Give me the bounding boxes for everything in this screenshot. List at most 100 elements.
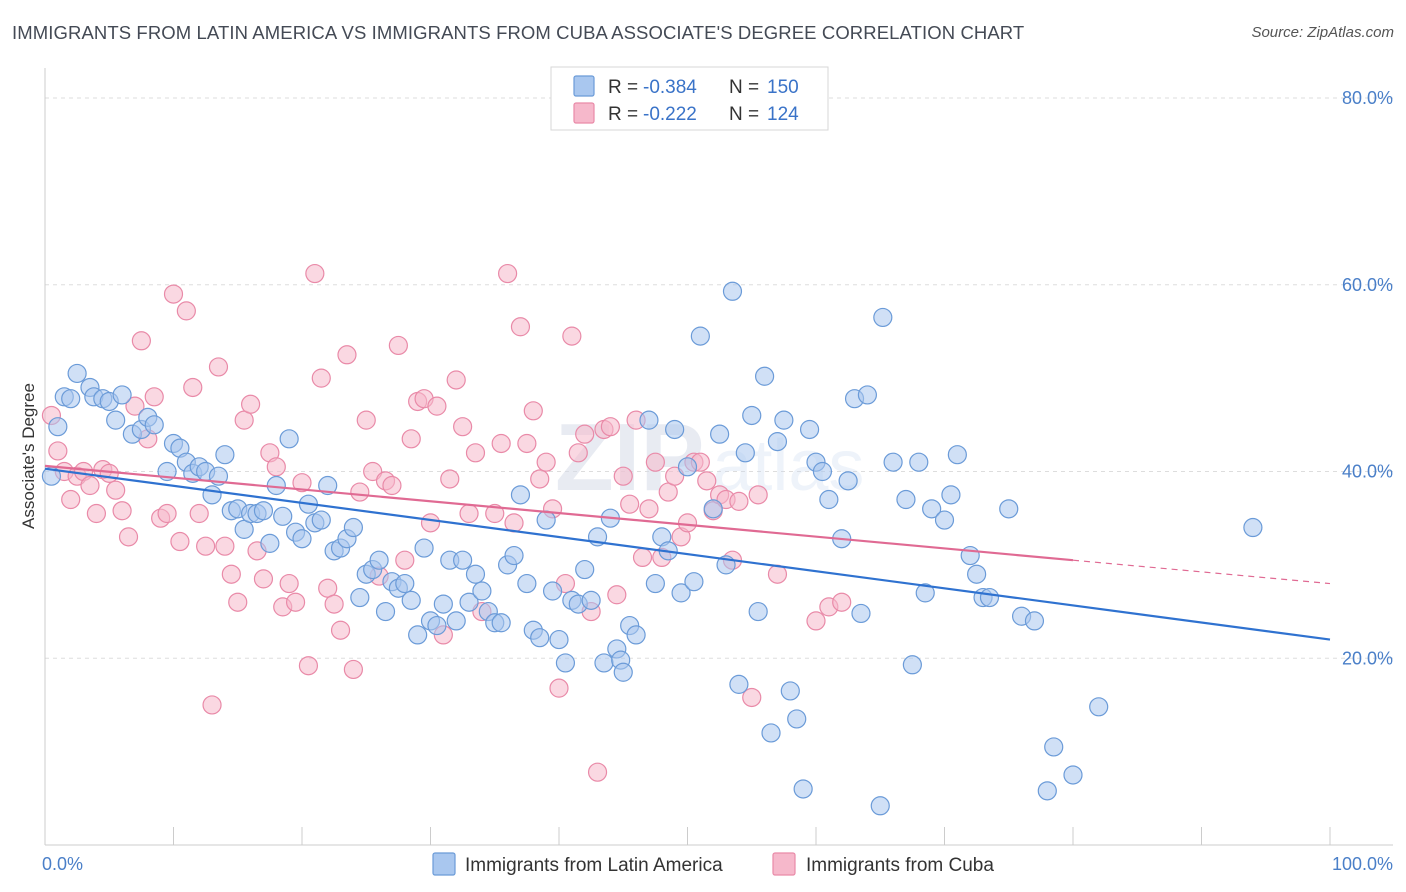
latin-america-point-98	[690, 326, 710, 346]
latin-america-point-126	[896, 489, 916, 510]
cuba-point-50	[363, 461, 383, 482]
latin-america-point-122	[857, 385, 878, 405]
cuba-point-3	[61, 489, 81, 510]
latin-america-point-110	[774, 410, 794, 430]
latin-america-point-91	[645, 573, 665, 594]
cuba-point-70	[498, 263, 518, 284]
legend-n-label-1: N =	[729, 77, 759, 98]
latin-america-point-97	[684, 572, 704, 592]
latin-america-point-9	[106, 410, 126, 430]
latin-america-point-53	[401, 590, 421, 610]
latin-america-point-105	[742, 405, 762, 426]
latin-america-point-73	[530, 628, 550, 648]
cuba-point-26	[208, 357, 229, 377]
latin-america-point-10	[112, 385, 132, 405]
latin-america-point-48	[369, 550, 389, 570]
legend-frame	[550, 66, 829, 131]
bottom-legend-swatch-cuba	[772, 852, 796, 876]
cuba-point-82	[575, 424, 595, 444]
cuba-point-76	[536, 452, 556, 472]
latin-america-point-128	[909, 452, 929, 472]
y-tick-labels: 20.0% 40.0% 60.0% 80.0%	[1342, 88, 1393, 668]
cuba-point-16	[144, 387, 164, 407]
cuba-point-73	[517, 433, 537, 454]
cuba-point-44	[324, 594, 344, 614]
latin-america-point-60	[446, 611, 466, 631]
latin-america-point-89	[626, 625, 646, 645]
cuba-point-11	[112, 501, 132, 521]
cuba-point-42	[311, 368, 331, 388]
cuba-point-107	[742, 687, 762, 708]
cuba-point-1	[48, 441, 68, 461]
cuba-point-54	[388, 335, 408, 356]
latin-america-point-22	[202, 485, 222, 505]
cuba-point-68	[485, 503, 505, 524]
axes	[44, 68, 1393, 846]
latin-america-point-31	[260, 533, 280, 553]
y-axis-label: Associate's Degree	[19, 383, 38, 529]
latin-america-point-96	[677, 457, 698, 477]
latin-america-point-117	[819, 489, 839, 510]
latin-america-point-140	[1024, 611, 1045, 631]
cuba-point-89	[620, 494, 640, 514]
cuba-point-39	[292, 473, 312, 493]
cuba-point-41	[305, 263, 325, 284]
cuba-point-110	[806, 611, 826, 631]
latin-america-point-81	[581, 590, 601, 610]
cuba-point-38	[285, 592, 306, 612]
cuba-point-112	[832, 592, 852, 612]
cuba-point-33	[253, 569, 274, 589]
y-tick-label-20: 20.0%	[1342, 648, 1393, 668]
latin-america-point-49	[375, 601, 396, 622]
latin-america-point-34	[279, 429, 299, 449]
latin-america-point-121	[851, 603, 871, 624]
trend-line-cuba-extension	[1072, 559, 1331, 585]
cuba-point-12	[118, 527, 139, 547]
latin-america-point-4	[67, 363, 87, 384]
cuba-point-21	[176, 301, 196, 321]
latin-america-point-141	[1037, 781, 1057, 801]
latin-america-point-14	[144, 415, 164, 435]
cuba-point-96	[665, 466, 685, 486]
series-latin-america-points	[41, 281, 1263, 816]
latin-america-point-125	[883, 452, 903, 472]
latin-america-point-135	[967, 564, 987, 584]
trend-line-cuba	[44, 464, 1074, 562]
latin-america-point-36	[292, 529, 312, 549]
cuba-point-46	[337, 345, 357, 365]
latin-america-point-131	[934, 510, 955, 530]
cuba-point-47	[343, 659, 363, 680]
latin-america-point-116	[812, 461, 833, 482]
cuba-point-87	[607, 585, 627, 605]
bottom-legend-latin-america: Immigrants from Latin America	[465, 855, 723, 876]
cuba-point-80	[562, 326, 582, 346]
latin-america-point-102	[722, 281, 743, 301]
cuba-point-24	[196, 536, 216, 556]
latin-america-point-111	[780, 681, 800, 701]
legend-box: R = -0.384 N = 150 R = -0.222 N = 124	[550, 66, 829, 131]
cuba-point-65	[459, 503, 479, 524]
latin-america-point-94	[665, 419, 685, 440]
cuba-point-98	[677, 513, 698, 533]
cuba-point-92	[639, 499, 659, 519]
cuba-point-28	[221, 564, 241, 584]
cuba-point-20	[170, 531, 190, 552]
cuba-point-84	[587, 762, 608, 782]
latin-america-point-137	[979, 587, 1000, 608]
latin-america-point-1	[48, 417, 68, 437]
legend-swatch-latin-america	[573, 75, 595, 97]
cuba-point-49	[356, 410, 376, 430]
latin-america-point-69	[504, 545, 524, 566]
latin-america-point-44	[343, 517, 363, 538]
legend-swatch-cuba	[573, 102, 595, 124]
chart-title: IMMIGRANTS FROM LATIN AMERICA VS IMMIGRA…	[12, 22, 1025, 43]
legend-r-value-2: -0.222	[643, 104, 697, 125]
cuba-point-86	[600, 417, 621, 437]
latin-america-point-40	[318, 475, 338, 496]
legend-r-label-1: R =	[608, 77, 638, 98]
latin-america-point-119	[838, 471, 858, 491]
latin-america-point-103	[729, 674, 749, 694]
latin-america-point-33	[273, 506, 293, 526]
cuba-point-56	[401, 429, 421, 449]
latin-america-point-99	[703, 499, 723, 519]
